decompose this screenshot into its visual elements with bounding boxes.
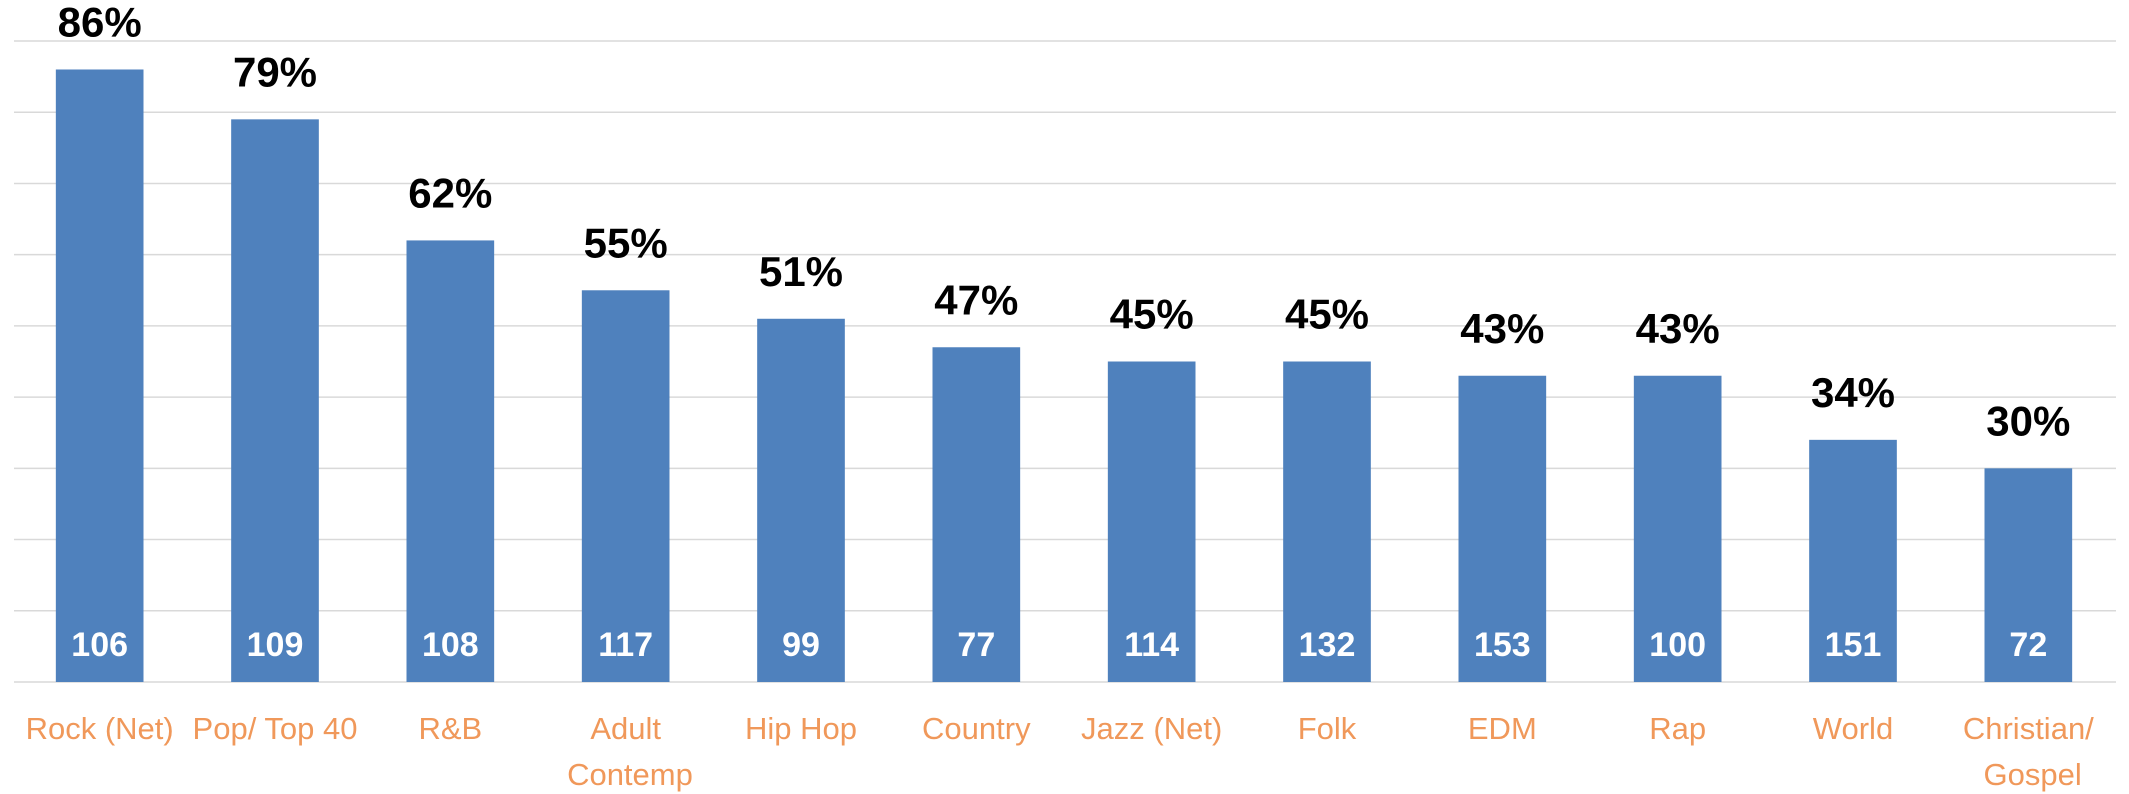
base-label: 153 [1474, 626, 1531, 664]
bar [932, 347, 1021, 682]
base-label: 72 [2009, 626, 2047, 664]
base-label: 151 [1825, 626, 1882, 664]
x-tick-label: Adult Contemp [558, 711, 692, 792]
base-label: 108 [422, 626, 479, 664]
base-label: 132 [1299, 626, 1356, 664]
x-tick-label: Country [922, 711, 1031, 746]
value-label: 45% [1285, 291, 1369, 338]
bar [55, 69, 144, 682]
x-tick-label: Jazz (Net) [1081, 711, 1222, 746]
value-label: 34% [1811, 369, 1895, 416]
bar [757, 318, 845, 682]
value-label: 51% [759, 248, 843, 295]
bar [1283, 361, 1371, 682]
x-tick-label: Pop/ Top 40 [193, 711, 358, 746]
bar [581, 290, 670, 682]
base-label: 99 [782, 626, 820, 664]
value-label: 79% [233, 48, 317, 95]
value-label: 43% [1460, 305, 1544, 352]
bar [1633, 375, 1722, 682]
bar [1809, 439, 1897, 682]
x-tick-label: EDM [1468, 711, 1537, 746]
value-label: 86% [58, 0, 142, 46]
x-tick-label: R&B [418, 711, 482, 746]
value-label: 55% [584, 219, 668, 266]
value-label: 47% [934, 276, 1018, 323]
bar [1984, 468, 2073, 682]
base-label: 114 [1124, 626, 1179, 664]
base-label: 109 [247, 626, 304, 664]
base-label: 106 [71, 626, 128, 664]
base-label: 100 [1649, 626, 1706, 664]
value-label: 62% [408, 170, 492, 217]
bar [1107, 361, 1196, 682]
x-tick-label: World [1813, 711, 1893, 746]
base-label: 117 [598, 626, 653, 664]
bar [231, 119, 319, 683]
bar [406, 240, 495, 682]
x-tick-label: Rap [1649, 711, 1706, 746]
value-label: 45% [1110, 291, 1194, 338]
x-tick-label: Folk [1298, 711, 1357, 746]
value-label: 30% [1986, 397, 2070, 444]
bar [1458, 375, 1547, 682]
value-label: 43% [1636, 305, 1720, 352]
x-tick-label: Hip Hop [745, 711, 857, 746]
x-tick-label: Christian/ Gospel [1963, 711, 2094, 792]
base-label: 77 [957, 626, 995, 664]
x-tick-label: Rock (Net) [26, 711, 174, 746]
